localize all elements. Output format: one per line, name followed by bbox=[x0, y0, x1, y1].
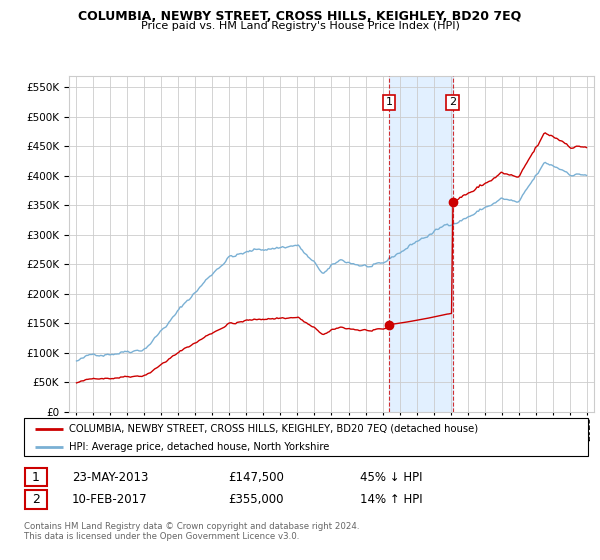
Text: Contains HM Land Registry data © Crown copyright and database right 2024.
This d: Contains HM Land Registry data © Crown c… bbox=[24, 522, 359, 542]
Text: COLUMBIA, NEWBY STREET, CROSS HILLS, KEIGHLEY, BD20 7EQ (detached house): COLUMBIA, NEWBY STREET, CROSS HILLS, KEI… bbox=[69, 424, 478, 434]
Text: 2: 2 bbox=[449, 97, 456, 108]
Text: 45% ↓ HPI: 45% ↓ HPI bbox=[360, 470, 422, 484]
Bar bbox=[389, 76, 452, 412]
Text: HPI: Average price, detached house, North Yorkshire: HPI: Average price, detached house, Nort… bbox=[69, 442, 329, 452]
Text: 1: 1 bbox=[32, 470, 40, 484]
Text: £355,000: £355,000 bbox=[228, 493, 284, 506]
Text: 23-MAY-2013: 23-MAY-2013 bbox=[72, 470, 148, 484]
Text: Price paid vs. HM Land Registry's House Price Index (HPI): Price paid vs. HM Land Registry's House … bbox=[140, 21, 460, 31]
FancyBboxPatch shape bbox=[25, 468, 47, 486]
Text: 10-FEB-2017: 10-FEB-2017 bbox=[72, 493, 148, 506]
Text: COLUMBIA, NEWBY STREET, CROSS HILLS, KEIGHLEY, BD20 7EQ: COLUMBIA, NEWBY STREET, CROSS HILLS, KEI… bbox=[79, 10, 521, 23]
Text: 1: 1 bbox=[386, 97, 392, 108]
Text: 14% ↑ HPI: 14% ↑ HPI bbox=[360, 493, 422, 506]
FancyBboxPatch shape bbox=[24, 418, 588, 456]
Text: 2: 2 bbox=[32, 493, 40, 506]
Text: £147,500: £147,500 bbox=[228, 470, 284, 484]
FancyBboxPatch shape bbox=[25, 491, 47, 508]
